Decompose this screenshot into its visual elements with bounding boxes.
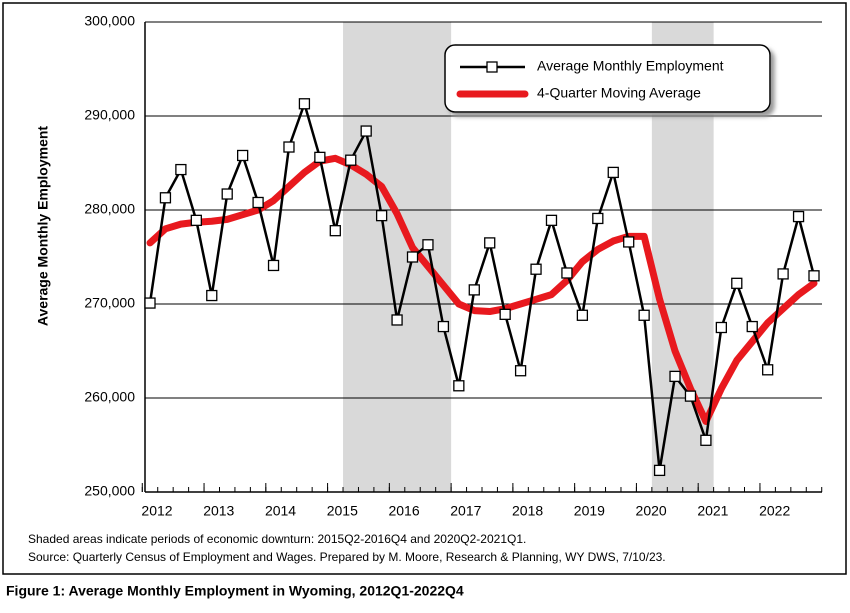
x-tick-label: 2019 bbox=[574, 503, 605, 519]
data-point bbox=[221, 188, 233, 200]
note: Shaded areas indicate periods of economi… bbox=[28, 532, 526, 546]
data-point bbox=[484, 237, 496, 249]
x-tick-label: 2014 bbox=[265, 503, 296, 519]
data-point bbox=[298, 98, 311, 110]
data-point bbox=[267, 259, 280, 272]
shaded-period bbox=[343, 22, 452, 492]
data-point bbox=[808, 270, 820, 282]
data-point bbox=[360, 125, 372, 137]
data-point bbox=[437, 320, 450, 333]
note: Source: Quarterly Census of Employment a… bbox=[28, 550, 666, 564]
x-tick-label: 2016 bbox=[388, 503, 419, 519]
data-point bbox=[468, 284, 480, 296]
data-point bbox=[777, 268, 789, 280]
x-tick-label: 2012 bbox=[141, 503, 172, 519]
data-point bbox=[684, 390, 697, 402]
data-point bbox=[391, 314, 403, 326]
data-point bbox=[514, 365, 527, 377]
data-point bbox=[623, 236, 635, 248]
x-tick-label: 2021 bbox=[697, 503, 728, 519]
data-point bbox=[499, 308, 511, 320]
data-point bbox=[345, 154, 357, 166]
data-point bbox=[669, 370, 681, 383]
data-point bbox=[653, 464, 666, 477]
legend: Average Monthly Employment 4-Quarter Movi… bbox=[444, 44, 771, 113]
data-point bbox=[206, 289, 218, 302]
data-point bbox=[792, 210, 805, 223]
y-tick-label: 290,000 bbox=[84, 107, 135, 123]
data-point bbox=[406, 251, 419, 263]
data-point bbox=[607, 166, 619, 179]
y-tick-label: 300,000 bbox=[84, 13, 135, 29]
data-point bbox=[731, 277, 743, 289]
x-tick-label: 2015 bbox=[327, 503, 358, 519]
data-point bbox=[592, 212, 604, 225]
legend-label: Average Monthly Employment bbox=[537, 58, 724, 74]
data-point bbox=[144, 297, 156, 309]
y-tick-label: 260,000 bbox=[84, 389, 135, 405]
data-point bbox=[159, 192, 172, 204]
x-tick-label: 2017 bbox=[450, 503, 481, 519]
x-tick-label: 2018 bbox=[512, 503, 543, 519]
x-tick-label: 2022 bbox=[759, 503, 790, 519]
data-point bbox=[746, 320, 758, 333]
data-point bbox=[314, 151, 326, 164]
data-point bbox=[190, 214, 202, 226]
employment-line bbox=[148, 102, 816, 472]
data-point bbox=[453, 380, 465, 392]
data-point bbox=[715, 321, 727, 334]
y-tick-label: 280,000 bbox=[84, 201, 135, 217]
data-point bbox=[545, 214, 558, 226]
data-point bbox=[329, 225, 341, 237]
data-point bbox=[576, 309, 589, 321]
legend-label: 4-Quarter Moving Average bbox=[537, 85, 701, 101]
x-tick-label: 2020 bbox=[636, 503, 667, 519]
y-tick-label: 270,000 bbox=[84, 295, 135, 311]
data-point bbox=[700, 434, 712, 446]
data-point bbox=[237, 149, 249, 162]
data-point bbox=[252, 196, 264, 209]
data-point bbox=[422, 239, 434, 251]
data-point bbox=[375, 209, 388, 222]
data-point bbox=[530, 263, 542, 275]
figure-caption: Figure 1: Average Monthly Employment in … bbox=[6, 583, 464, 599]
data-point bbox=[638, 309, 650, 321]
legend-box bbox=[444, 44, 771, 113]
legend-marker bbox=[486, 61, 498, 73]
y-axis-label: Average Monthly Employment bbox=[35, 126, 51, 327]
y-tick-label: 250,000 bbox=[84, 483, 135, 499]
data-point bbox=[762, 364, 774, 376]
data-point bbox=[283, 141, 295, 153]
data-point bbox=[561, 267, 573, 279]
data-point bbox=[175, 163, 187, 176]
x-tick-label: 2013 bbox=[203, 503, 234, 519]
